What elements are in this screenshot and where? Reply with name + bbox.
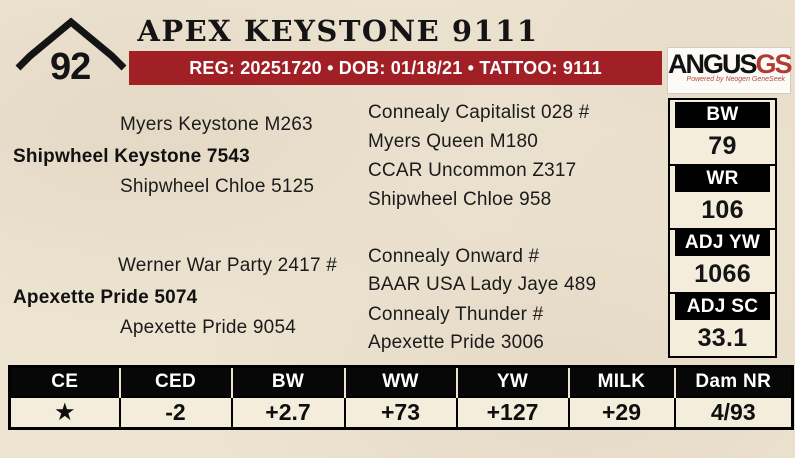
logo-suffix-text: GS [755, 49, 793, 79]
epd-value-yw: +127 [455, 396, 570, 430]
perf-value-adj-sc: 33.1 [697, 323, 748, 352]
epd-header-yw: YW [455, 366, 569, 397]
angus-gs-logo: ANGUSGS Powered by Neogen GeneSeek [668, 48, 793, 93]
performance-panel: BW 79 WR 106 ADJ YW 1066 ADJ SC 33.1 [668, 98, 777, 358]
page-title: APEX KEYSTONE 9111 [137, 14, 539, 48]
perf-value-wr: 106 [670, 192, 775, 230]
epd-value-milk: +29 [567, 396, 676, 430]
pedigree-dam-ancestor: Connealy Onward # [368, 246, 540, 267]
epd-header-ww: WW [343, 366, 457, 397]
epd-header-dam-nr: Dam NR [673, 366, 793, 397]
logo-brand-text: ANGUS [668, 49, 758, 79]
pedigree-dam-of-dam: Apexette Pride 9054 [120, 317, 296, 338]
epd-header-ced: CED [118, 366, 232, 397]
epd-value-row: ★ -2 +2.7 +73 +127 +29 4/93 [8, 396, 794, 430]
pedigree-sire-of-dam: Werner War Party 2417 # [118, 255, 337, 276]
roof-icon [15, 17, 127, 71]
pedigree-sire-ancestor: Connealy Capitalist 028 # [368, 102, 590, 123]
pedigree-dam-ancestor: Connealy Thunder # [368, 304, 544, 325]
pedigree-sire-of-sire: Myers Keystone M263 [120, 114, 313, 135]
epd-table: CE CED BW WW YW MILK Dam NR ★ -2 +2.7 +7… [8, 365, 794, 430]
epd-value-dam-nr: 4/93 [673, 396, 794, 430]
perf-label-wr: WR [675, 166, 770, 192]
angus-gs-logo-wordmark: ANGUSGS [668, 49, 793, 79]
epd-header-milk: MILK [567, 366, 675, 397]
pedigree-sire: Shipwheel Keystone 7543 [13, 146, 250, 167]
perf-value-bw: 79 [670, 128, 775, 166]
epd-header-bw: BW [230, 366, 345, 397]
epd-header-ce: CE [9, 366, 120, 397]
pedigree-dam-ancestor: BAAR USA Lady Jaye 489 [368, 274, 597, 295]
epd-header-row: CE CED BW WW YW MILK Dam NR [9, 366, 793, 397]
perf-value-adj-yw: 1066 [670, 256, 775, 294]
pedigree-dam-ancestor: Apexette Pride 3006 [368, 332, 544, 353]
registration-banner: REG: 20251720 • DOB: 01/18/21 • TATTOO: … [129, 51, 662, 85]
pedigree-sire-ancestor: Shipwheel Chloe 958 [368, 189, 552, 210]
epd-value-ww: +73 [343, 396, 458, 430]
logo-tagline: Powered by Neogen GeneSeek [686, 76, 785, 83]
perf-label-adj-yw: ADJ YW [675, 230, 770, 256]
pedigree-sire-ancestor: Myers Queen M180 [368, 131, 539, 152]
pedigree-dam: Apexette Pride 5074 [13, 287, 198, 308]
pedigree-dam-of-sire: Shipwheel Chloe 5125 [120, 176, 315, 197]
pedigree-sire-ancestor: CCAR Uncommon Z317 [368, 160, 577, 181]
epd-value-ced: -2 [118, 396, 233, 430]
epd-value-bw: +2.7 [230, 396, 346, 430]
perf-label-adj-sc: ADJ SC [675, 294, 770, 320]
epd-value-ce star-icon: ★ [8, 396, 121, 430]
perf-label-bw: BW [675, 102, 770, 128]
lot-number: 92 [50, 46, 91, 88]
